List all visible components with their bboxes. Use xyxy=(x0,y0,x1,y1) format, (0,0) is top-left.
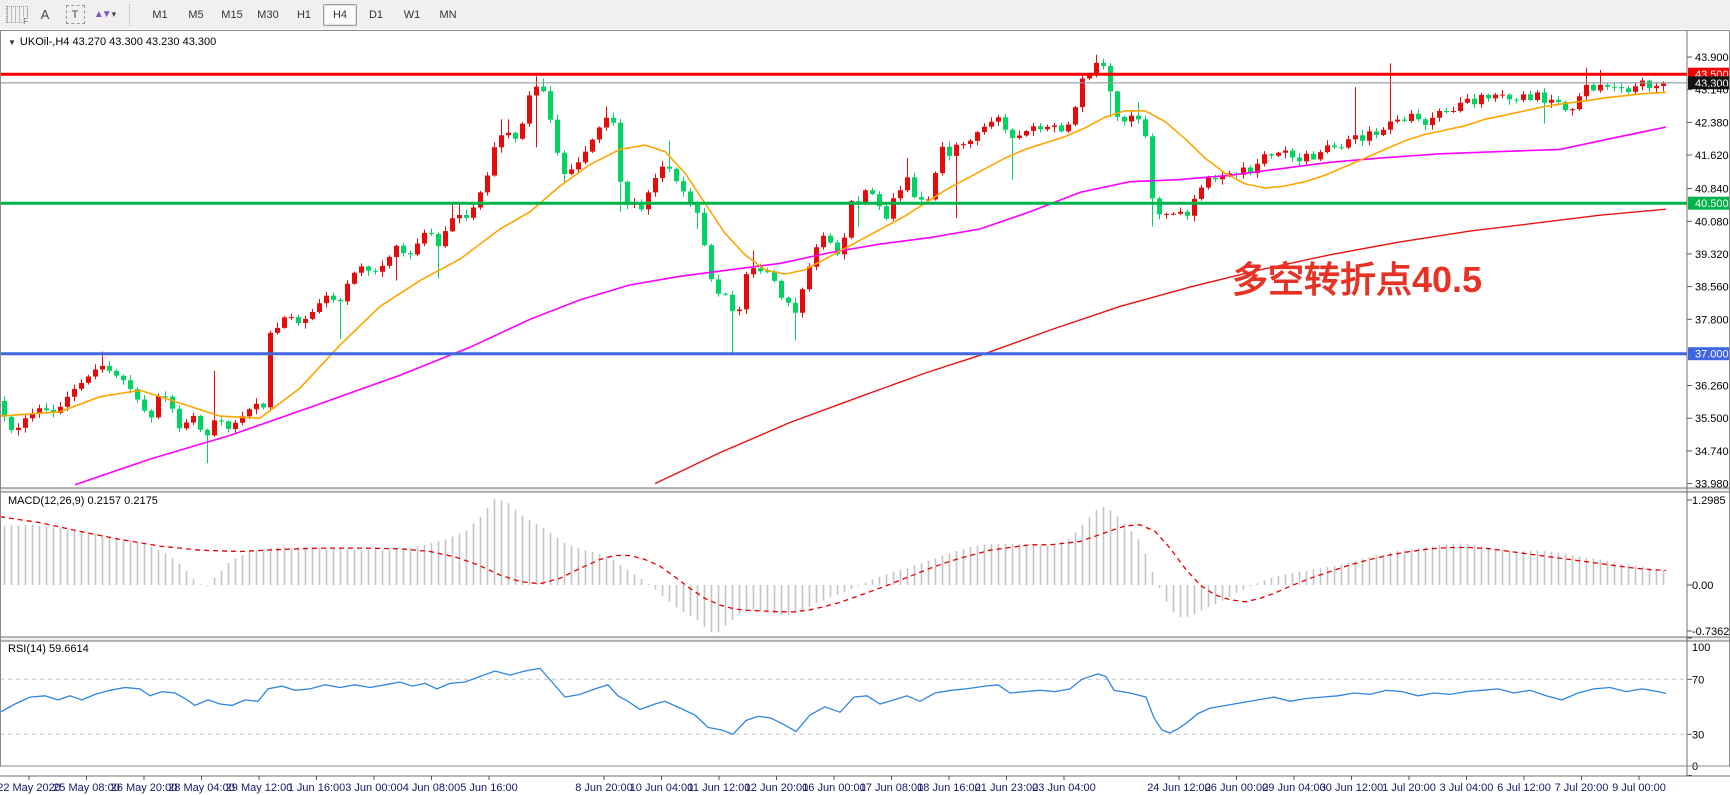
time-axis-label: 23 Jun 04:00 xyxy=(1032,782,1096,794)
time-axis-label: 12 Jun 20:00 xyxy=(745,782,809,794)
y-tick-label: 43.900 xyxy=(1695,52,1729,64)
shapes-tool-icon[interactable]: ▲▼ ▾ xyxy=(92,4,118,26)
dock-grid-f-icon[interactable]: F xyxy=(6,6,28,26)
time-axis-label: 8 Jun 20:00 xyxy=(575,782,633,794)
price-badge-37.000 xyxy=(1688,347,1730,361)
dropdown-caret-icon[interactable]: ▾ xyxy=(111,9,117,19)
time-axis-label: 18 Jun 16:00 xyxy=(917,782,981,794)
time-axis-label: 1 Jul 20:00 xyxy=(1382,782,1436,794)
rsi-line xyxy=(0,667,1667,736)
macd-tick-label: -0.7362 xyxy=(1692,626,1729,638)
time-axis-label: 5 Jun 16:00 xyxy=(460,782,518,794)
timeframe-button-h4[interactable]: H4 xyxy=(323,3,357,26)
symbol-dropdown-icon[interactable]: ▼ xyxy=(8,38,16,47)
price-badge-label: 37.000 xyxy=(1695,349,1729,361)
timeframe-button-w1[interactable]: W1 xyxy=(403,8,421,21)
time-axis-label: 17 Jun 08:00 xyxy=(860,782,924,794)
y-tick-label: 43.140 xyxy=(1695,85,1729,97)
timeframe-button-m15[interactable]: M15 xyxy=(221,8,243,21)
time-axis-label: 7 Jul 20:00 xyxy=(1555,782,1609,794)
toolbar-separator xyxy=(129,3,135,26)
rsi-tick-label: 100 xyxy=(1692,642,1710,654)
timeframe-button-m30[interactable]: M30 xyxy=(257,8,279,21)
timeframe-button-m5[interactable]: M5 xyxy=(188,8,204,21)
rsi-indicator-label: RSI(14) 59.6614 xyxy=(8,643,89,655)
time-axis-label: 11 Jun 12:00 xyxy=(688,782,751,794)
time-axis-label: 26 May 20:00 xyxy=(111,782,178,794)
ma-mid-line xyxy=(74,126,1667,486)
y-tick-label: 36.260 xyxy=(1695,381,1729,393)
y-tick-label: 40.080 xyxy=(1695,216,1729,228)
symbol-quote-line[interactable]: ▼ UKOil-,H4 43.270 43.300 43.230 43.300 xyxy=(8,36,216,48)
ma-fast-line xyxy=(0,91,1667,420)
macd-indicator-label: MACD(12,26,9) 0.2157 0.2175 xyxy=(8,495,158,507)
time-axis-label: 25 May 08:00 xyxy=(53,782,120,794)
time-axis-label: 26 Jun 00:00 xyxy=(1205,782,1269,794)
macd-tick-label: 0.00 xyxy=(1692,580,1713,592)
price-badge-label: 40.500 xyxy=(1695,198,1729,210)
rsi-tick-label: 70 xyxy=(1692,674,1704,686)
panel-splitter[interactable] xyxy=(0,488,1730,492)
time-axis-label: 24 Jun 12:00 xyxy=(1147,782,1211,794)
arrows-icon: ▲▼ xyxy=(93,9,112,20)
time-axis-label: 10 Jun 04:00 xyxy=(630,782,694,794)
y-tick-label: 38.560 xyxy=(1695,282,1729,294)
time-axis-label: 3 Jun 00:00 xyxy=(345,782,403,794)
timeframe-button-group: M1 M5 M15 M30 H1 H4 D1 W1 MN xyxy=(142,3,466,26)
macd-signal-line xyxy=(0,516,1667,613)
time-axis-label: 9 Jul 00:00 xyxy=(1612,782,1666,794)
symbol-quote-text: UKOil-,H4 43.270 43.300 43.230 43.300 xyxy=(19,36,217,48)
candle-wicks-up xyxy=(18,54,1664,437)
y-tick-label: 35.500 xyxy=(1695,413,1729,425)
ma-slow-line xyxy=(654,208,1667,485)
time-axis-label: 29 Jun 04:00 xyxy=(1262,782,1326,794)
time-axis-label: 16 Jun 00:00 xyxy=(802,782,866,794)
time-axis-label: 28 May 04:00 xyxy=(168,782,235,794)
timeframe-button-mn[interactable]: MN xyxy=(439,8,457,21)
panel-splitter[interactable] xyxy=(0,637,1730,641)
macd-histogram xyxy=(3,499,1665,633)
y-tick-label: 42.380 xyxy=(1695,117,1729,129)
timeframe-button-m1[interactable]: M1 xyxy=(152,8,168,21)
price-badge-43.300 xyxy=(1688,76,1730,90)
chart-annotation-text: 多空转折点40.5 xyxy=(1232,259,1483,300)
time-axis-label: 1 Jun 16:00 xyxy=(288,782,346,794)
price-badge-40.500 xyxy=(1688,196,1730,210)
price-badge-label: 43.300 xyxy=(1695,78,1729,90)
toolbar: F A T ▲▼ ▾ M1 M5 M15 M30 H1 H4 D1 W1 MN xyxy=(0,0,1730,30)
y-tick-label: 39.320 xyxy=(1695,249,1729,261)
text-box-icon[interactable]: T xyxy=(62,4,88,26)
time-axis-label: 21 Jun 23:00 xyxy=(975,782,1039,794)
rsi-tick-label: 30 xyxy=(1692,729,1704,741)
time-axis-label: 6 Jul 12:00 xyxy=(1497,782,1551,794)
timeframe-button-d1[interactable]: D1 xyxy=(368,8,384,21)
chart-window: 43.500 43.300 40.500 37.000 43.900 43.140 42.3… xyxy=(0,29,1730,795)
y-tick-label: 37.800 xyxy=(1695,314,1729,326)
y-tick-label: 34.740 xyxy=(1695,446,1729,458)
time-axis-label: 4 Jun 08:00 xyxy=(403,782,461,794)
timeframe-button-h1[interactable]: H1 xyxy=(296,8,312,21)
time-axis-label: 30 Jun 12:00 xyxy=(1320,782,1384,794)
time-axis-label: 22 May 2020 xyxy=(0,782,61,794)
macd-tick-label: 1.2985 xyxy=(1692,495,1726,507)
text-label-icon[interactable]: A xyxy=(40,7,50,22)
time-axis-label: 29 May 12:00 xyxy=(226,782,293,794)
rsi-tick-label: 0 xyxy=(1692,761,1698,773)
chart-canvas[interactable]: 43.50043.30040.50037.00043.90043.14042.3… xyxy=(0,29,1730,795)
y-tick-label: 40.840 xyxy=(1695,184,1729,196)
chart-frame xyxy=(0,30,1730,767)
y-tick-label: 41.620 xyxy=(1695,150,1729,162)
time-axis-label: 3 Jul 04:00 xyxy=(1440,782,1494,794)
